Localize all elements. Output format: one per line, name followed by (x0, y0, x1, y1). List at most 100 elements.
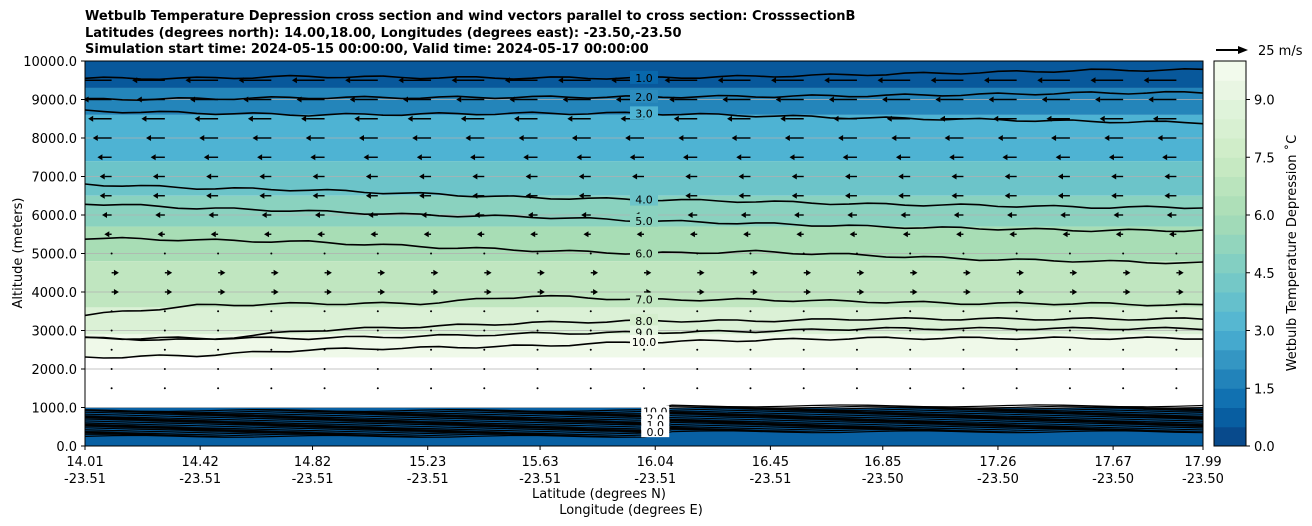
wind-vector-head-icon (412, 135, 418, 141)
wind-vector-head-icon (451, 77, 457, 84)
wind-vector-16-4 (323, 387, 326, 390)
wind-vector-dot (802, 252, 805, 255)
wind-vector-dot (1068, 310, 1071, 313)
wind-vector-head-icon (620, 115, 626, 122)
wind-vector-dot (855, 252, 858, 255)
wind-vector-dot (1015, 348, 1018, 351)
wind-vector-0-13 (771, 77, 804, 84)
wind-vector-dot (483, 348, 486, 351)
wind-vector-3-2 (199, 135, 219, 141)
wind-vector-head-icon (423, 231, 429, 238)
wind-vector-head-icon (794, 212, 800, 218)
wind-vector-15-8 (536, 368, 539, 370)
wind-vector-dot (696, 348, 699, 351)
wind-vector-dot (217, 387, 220, 390)
wind-vector-15-17 (1015, 368, 1018, 370)
wind-vector-head-icon (136, 96, 142, 103)
wind-vector-0-0 (85, 79, 112, 81)
wind-vector-dot (270, 310, 273, 313)
wind-vector-16-7 (483, 387, 486, 390)
wind-vector-head-icon (539, 269, 545, 276)
wind-vector-15-6 (430, 368, 433, 370)
wind-vector-dot (163, 310, 166, 313)
wind-vector-head-icon (1108, 154, 1114, 161)
wind-vector-3-16 (944, 135, 964, 141)
wind-vector-dot (483, 368, 486, 370)
wind-vector-dot (1122, 252, 1125, 255)
wind-vector-dot (1175, 310, 1178, 313)
wind-vector-2-14 (833, 115, 857, 122)
wind-vector-13-20 (1175, 329, 1178, 332)
wind-vector-2-9 (567, 115, 591, 122)
wind-vector-head-icon (380, 269, 386, 276)
wind-vector-head-icon (252, 135, 258, 141)
wind-vector-head-icon (194, 115, 200, 122)
x-tick-lat-4: 15.63 (521, 455, 558, 470)
colorbar-segment-7 (1214, 292, 1246, 312)
wind-vector-10-3 (271, 269, 279, 276)
wind-vector-14-19 (1122, 348, 1125, 351)
wind-vector-14-7 (483, 348, 486, 351)
wind-vector-14-12 (749, 348, 752, 351)
wind-vector-5-16 (951, 173, 964, 180)
wind-vector-4-7 (470, 154, 485, 161)
colorbar-segment-13 (1214, 176, 1246, 197)
wind-vector-0-9 (558, 77, 591, 84)
wind-vector-head-icon (891, 135, 897, 141)
wind-vector-dot (855, 387, 858, 390)
wind-vector-4-6 (416, 154, 432, 161)
wind-vector-3-14 (838, 135, 857, 141)
wind-vector-15-0 (110, 368, 113, 370)
wind-vector-head-icon (539, 289, 545, 295)
wind-vector-dot (1068, 387, 1071, 390)
wind-vector-8-7 (476, 231, 485, 238)
wind-vector-dot (643, 387, 645, 390)
wind-vector-head-icon (1004, 173, 1010, 180)
wind-vector-11-7 (484, 289, 492, 295)
wind-vector-head-icon (261, 212, 267, 218)
wind-vector-9-11 (696, 252, 699, 255)
wind-vector-5-3 (259, 173, 272, 180)
wind-vector-dot (1175, 368, 1178, 370)
wind-vector-14-3 (270, 348, 273, 351)
wind-vector-dot (802, 368, 805, 370)
wind-vector-1-2 (190, 96, 219, 103)
wind-vector-dot (643, 348, 645, 351)
wind-vector-12-3 (270, 310, 273, 313)
wind-vector-head-icon (465, 135, 471, 141)
contour-labels: 1.02.03.04.05.06.07.08.09.010.010.02.01.… (630, 70, 670, 439)
wind-vector-head-icon (88, 115, 94, 122)
wind-vector-dot (1122, 329, 1125, 332)
wind-vector-14-14 (855, 348, 858, 351)
wind-vector-12-9 (589, 310, 592, 313)
wind-vector-head-icon (259, 192, 265, 199)
wind-vector-11-12 (750, 289, 758, 295)
colorbar-segment-6 (1214, 311, 1246, 331)
wind-vector-8-2 (210, 231, 219, 238)
wind-vector-6-5 (365, 192, 378, 199)
contour-label-bg-4.0 (630, 192, 658, 206)
wind-vector-dot (802, 310, 805, 313)
wind-vector-head-icon (646, 269, 652, 276)
wind-vector-14-6 (430, 348, 433, 351)
wind-vector-14-18 (1068, 348, 1071, 351)
wind-vector-head-icon (206, 173, 212, 180)
wind-vector-2-15 (886, 115, 911, 122)
wind-vector-head-icon (474, 212, 480, 218)
wind-vector-head-icon (1164, 173, 1170, 180)
wind-vector-1-19 (1095, 96, 1124, 103)
colorbar-label: Wetbulb Temperature Depression ˚C (1284, 135, 1300, 372)
wind-vector-head-icon (842, 154, 848, 161)
wind-vector-head-icon (578, 173, 584, 180)
wind-vector-12-6 (430, 310, 433, 313)
wind-vector-dot (217, 252, 220, 255)
wind-vector-8-12 (743, 231, 751, 238)
wind-vector-head-icon (789, 154, 795, 161)
wind-vector-10-18 (1069, 269, 1078, 276)
wind-vector-11-2 (218, 289, 226, 295)
wind-vector-3-11 (678, 135, 698, 141)
contour-label-bg-3.0 (630, 106, 658, 120)
wind-vector-head-icon (398, 77, 404, 84)
wind-vector-11-6 (431, 289, 439, 295)
wind-vector-head-icon (567, 115, 573, 122)
